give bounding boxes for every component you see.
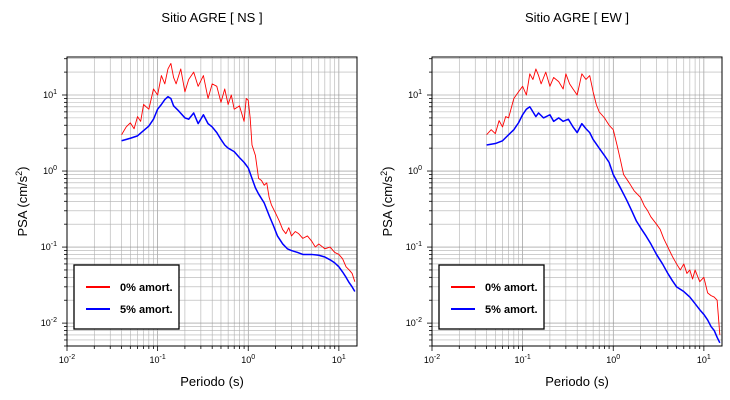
axis-ticks <box>427 58 705 351</box>
x-tick-label: 10-1 <box>149 354 165 365</box>
y-tick-label: 10-2 <box>406 317 422 328</box>
legend-label: 5% amort. <box>120 304 173 316</box>
x-tick-label: 101 <box>697 354 711 365</box>
axis-ticks <box>62 58 340 351</box>
x-axis-label: Periodo (s) <box>545 374 609 389</box>
legend: 0% amort. 5% amort. <box>438 264 545 330</box>
y-tick-label: 101 <box>408 89 422 100</box>
y-tick-label: 100 <box>408 165 422 176</box>
legend-box <box>73 264 180 330</box>
y-tick-label: 10-1 <box>41 241 57 252</box>
chart-title: Sitio AGRE [ EW ] <box>525 10 629 25</box>
series-line-red <box>121 62 356 282</box>
y-axis-label: PSA (cm/s2) <box>379 166 395 236</box>
x-tick-label: 100 <box>606 354 620 365</box>
chart-ew: 10-2 10-1 100 101 10-2 10-1 100 101 Sitio AGRE [… <box>379 10 723 389</box>
x-tick-label: 101 <box>332 354 346 365</box>
x-axis-label: Periodo (s) <box>180 374 244 389</box>
x-tick-label: 10-1 <box>514 354 530 365</box>
series-line-blue <box>121 95 356 292</box>
legend-label: 0% amort. <box>120 282 173 294</box>
legend-label: 5% amort. <box>485 304 538 316</box>
legend-label: 0% amort. <box>485 282 538 294</box>
y-tick-label: 10-1 <box>406 241 422 252</box>
x-tick-label: 10-2 <box>59 354 75 365</box>
y-axis-label: PSA (cm/s2) <box>14 166 30 236</box>
legend: 0% amort. 5% amort. <box>73 264 180 330</box>
grid <box>66 57 357 347</box>
series-line-red <box>486 68 721 335</box>
chart-title: Sitio AGRE [ NS ] <box>161 10 262 25</box>
y-tick-label: 10-2 <box>41 317 57 328</box>
y-tick-label: 101 <box>43 89 57 100</box>
y-tick-label: 100 <box>43 165 57 176</box>
x-tick-label: 10-2 <box>424 354 440 365</box>
x-tick-label: 100 <box>241 354 255 365</box>
legend-box <box>438 264 545 330</box>
grid <box>431 57 722 347</box>
chart-ns: 10-2 10-1 100 101 10-2 10-1 100 101 Sitio AGRE [… <box>14 10 358 389</box>
series-line-blue <box>486 106 721 344</box>
